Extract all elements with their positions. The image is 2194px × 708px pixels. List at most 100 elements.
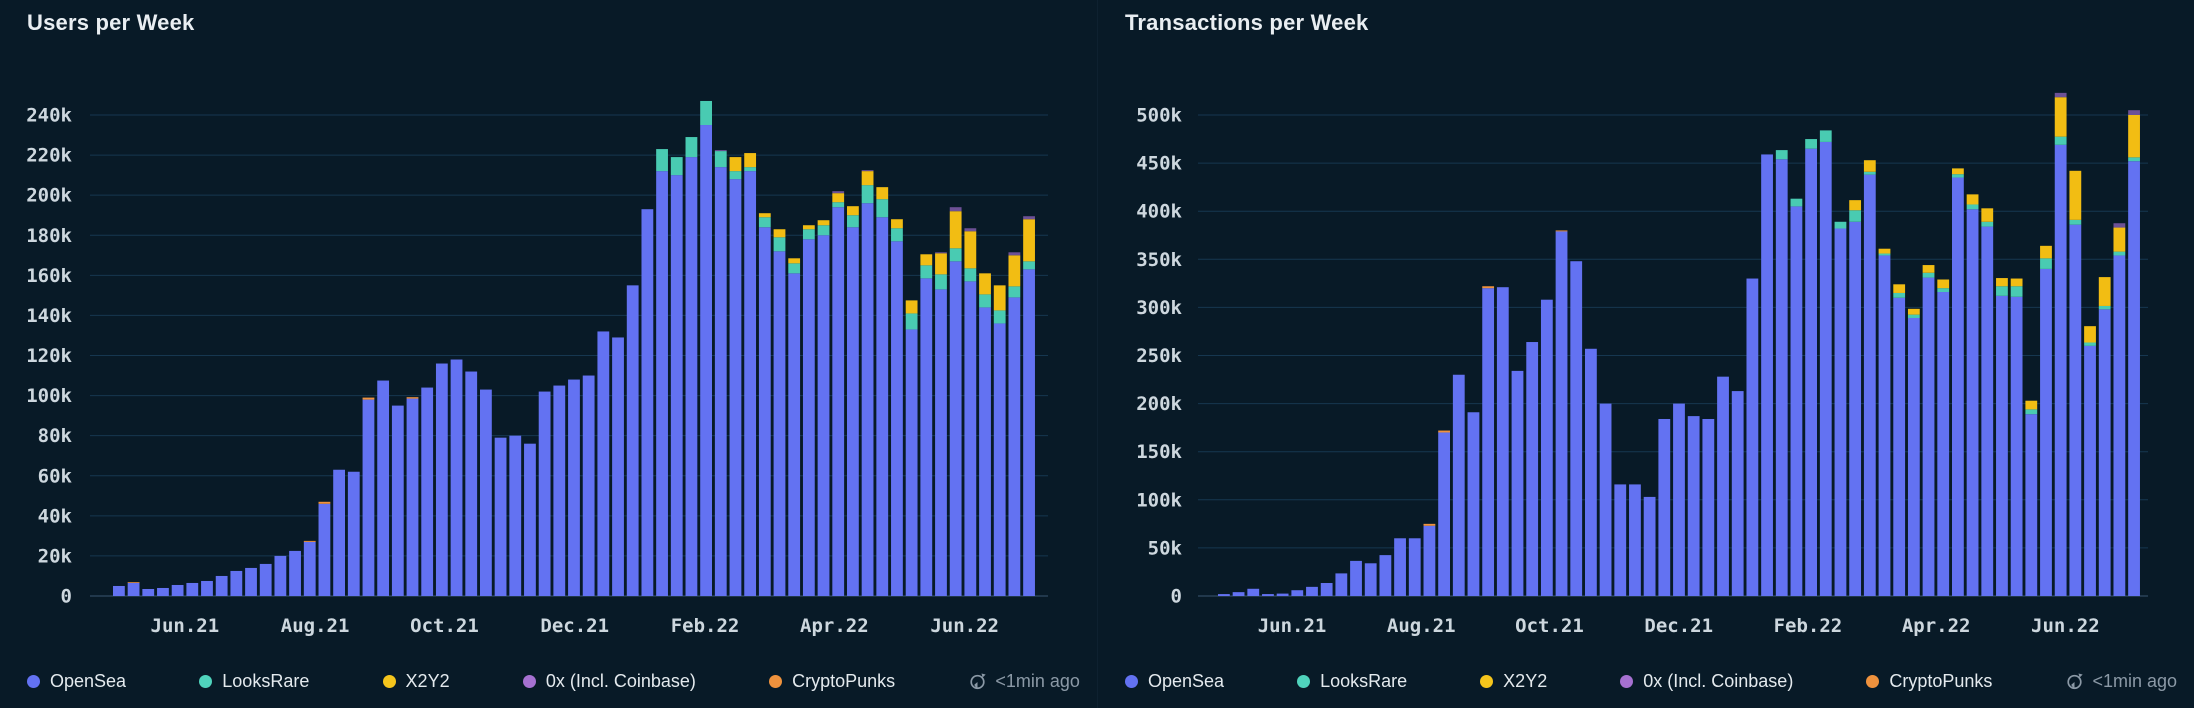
bar-segment-x2y2[interactable]: [949, 211, 962, 249]
legend-item-looksrare[interactable]: LooksRare: [1297, 671, 1407, 692]
bar-segment-opensea[interactable]: [1540, 299, 1553, 596]
bar-segment-opensea[interactable]: [157, 587, 169, 596]
bar-segment-x2y2[interactable]: [832, 193, 845, 203]
bar-segment-looksrare[interactable]: [2040, 258, 2052, 269]
bar-segment-opensea[interactable]: [1306, 586, 1318, 596]
bar-segment-looksrare[interactable]: [1790, 198, 1803, 207]
bar-segment-x2y2[interactable]: [1008, 255, 1021, 287]
bar-segment-opensea[interactable]: [347, 471, 360, 596]
bar-segment-looksrare[interactable]: [979, 294, 991, 308]
bar-segment-0x-incl-coinbase[interactable]: [832, 191, 845, 194]
bar-segment-opensea[interactable]: [920, 278, 933, 596]
bar-segment-opensea[interactable]: [186, 582, 199, 596]
bar-segment-looksrare[interactable]: [700, 100, 712, 126]
bar-segment-opensea[interactable]: [1922, 277, 1935, 596]
bar-segment-opensea[interactable]: [729, 179, 742, 596]
bar-segment-looksrare[interactable]: [714, 151, 727, 168]
bar-segment-x2y2[interactable]: [788, 258, 801, 264]
bar-segment-x2y2[interactable]: [964, 231, 977, 269]
bar-segment-x2y2[interactable]: [920, 254, 933, 266]
status-last-updated[interactable]: <1min ago: [2065, 671, 2177, 692]
bar-segment-opensea[interactable]: [1952, 177, 1964, 596]
bar-segment-opensea[interactable]: [1775, 159, 1788, 596]
bar-segment-x2y2[interactable]: [993, 285, 1006, 311]
bar-segment-looksrare[interactable]: [920, 265, 933, 279]
bar-segment-x2y2[interactable]: [1952, 168, 1964, 175]
bar-segment-opensea[interactable]: [1467, 412, 1480, 596]
bar-segment-opensea[interactable]: [641, 209, 654, 596]
legend-item-cryptopunks[interactable]: CryptoPunks: [1866, 671, 1992, 692]
bar-segment-x2y2[interactable]: [1907, 308, 1920, 315]
bar-segment-looksrare[interactable]: [2098, 305, 2111, 310]
bar-segment-opensea[interactable]: [964, 281, 977, 596]
bar-segment-opensea[interactable]: [1555, 231, 1568, 596]
bar-segment-opensea[interactable]: [1335, 573, 1348, 596]
bar-segment-looksrare[interactable]: [1893, 292, 1906, 298]
bar-segment-opensea[interactable]: [1496, 287, 1509, 596]
bar-segment-opensea[interactable]: [1805, 148, 1817, 597]
bar-segment-cryptopunks[interactable]: [1438, 430, 1450, 433]
bar-segment-cryptopunks[interactable]: [362, 397, 375, 400]
bar-segment-looksrare[interactable]: [1922, 272, 1935, 278]
legend-item-looksrare[interactable]: LooksRare: [199, 671, 309, 692]
legend-item-0x-incl-coinbase[interactable]: 0x (Incl. Coinbase): [522, 671, 696, 692]
bar-segment-opensea[interactable]: [2084, 345, 2096, 596]
bar-segment-opensea[interactable]: [626, 285, 639, 596]
bar-segment-opensea[interactable]: [377, 380, 390, 596]
bar-segment-opensea[interactable]: [2054, 144, 2067, 596]
bar-segment-opensea[interactable]: [553, 385, 566, 596]
bar-segment-looksrare[interactable]: [1966, 204, 1979, 210]
bar-segment-opensea[interactable]: [1761, 154, 1773, 596]
bar-segment-looksrare[interactable]: [1805, 139, 1817, 149]
bar-segment-opensea[interactable]: [362, 399, 375, 596]
bar-segment-looksrare[interactable]: [1834, 221, 1847, 229]
bar-segment-looksrare[interactable]: [1023, 261, 1035, 270]
bar-segment-opensea[interactable]: [1364, 563, 1377, 596]
bar-segment-opensea[interactable]: [1350, 560, 1362, 596]
bar-segment-x2y2[interactable]: [729, 157, 742, 172]
bar-segment-looksrare[interactable]: [876, 199, 889, 218]
bar-segment-x2y2[interactable]: [861, 171, 874, 186]
bar-segment-looksrare[interactable]: [1863, 171, 1876, 175]
bar-segment-opensea[interactable]: [1585, 348, 1597, 596]
bar-segment-opensea[interactable]: [1394, 538, 1406, 596]
bar-segment-x2y2[interactable]: [2128, 115, 2140, 158]
bar-segment-opensea[interactable]: [861, 203, 874, 596]
bar-segment-opensea[interactable]: [1247, 588, 1260, 596]
bar-segment-opensea[interactable]: [2040, 268, 2052, 596]
bar-segment-opensea[interactable]: [421, 387, 434, 596]
bar-segment-opensea[interactable]: [142, 588, 155, 596]
bar-segment-0x-incl-coinbase[interactable]: [964, 228, 977, 232]
bar-segment-x2y2[interactable]: [1893, 284, 1906, 293]
bar-segment-0x-incl-coinbase[interactable]: [949, 207, 962, 212]
bar-segment-x2y2[interactable]: [1023, 219, 1035, 262]
bar-segment-opensea[interactable]: [1673, 403, 1685, 596]
bar-segment-x2y2[interactable]: [891, 219, 903, 229]
bar-segment-opensea[interactable]: [1218, 594, 1230, 596]
bar-segment-opensea[interactable]: [1408, 538, 1421, 596]
bar-segment-looksrare[interactable]: [656, 149, 668, 172]
bar-segment-x2y2[interactable]: [979, 273, 991, 295]
bar-segment-x2y2[interactable]: [1937, 279, 1950, 289]
bar-segment-opensea[interactable]: [2010, 296, 2023, 596]
bar-segment-opensea[interactable]: [171, 584, 184, 596]
bar-segment-opensea[interactable]: [245, 567, 257, 596]
bar-segment-looksrare[interactable]: [802, 229, 815, 240]
bar-segment-x2y2[interactable]: [2054, 97, 2067, 137]
bar-segment-x2y2[interactable]: [847, 206, 859, 216]
bar-segment-opensea[interactable]: [1819, 141, 1832, 596]
bar-segment-looksrare[interactable]: [2113, 251, 2126, 256]
bar-segment-looksrare[interactable]: [2084, 342, 2096, 346]
bar-segment-opensea[interactable]: [758, 227, 771, 597]
bar-segment-x2y2[interactable]: [2025, 400, 2038, 410]
bar-segment-opensea[interactable]: [891, 241, 903, 596]
bar-segment-opensea[interactable]: [1262, 594, 1274, 596]
bar-segment-looksrare[interactable]: [817, 225, 830, 236]
bar-segment-opensea[interactable]: [1643, 496, 1656, 596]
transactions-per-week-chart[interactable]: 0 50k 100k 150k 200k 250k 300k 350k 400k 450k 500k…: [1098, 0, 2194, 708]
bar-segment-x2y2[interactable]: [1849, 200, 1862, 211]
bar-segment-looksrare[interactable]: [1952, 174, 1964, 178]
bar-segment-opensea[interactable]: [656, 171, 668, 596]
bar-segment-x2y2[interactable]: [905, 300, 918, 314]
bar-segment-looksrare[interactable]: [847, 215, 859, 228]
